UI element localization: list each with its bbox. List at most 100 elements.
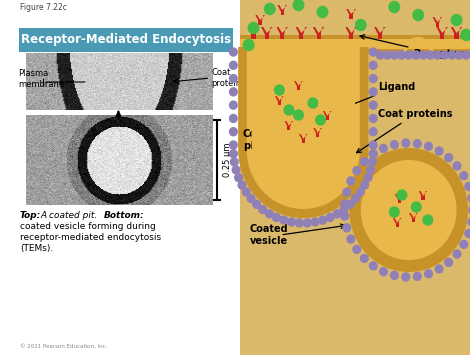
Circle shape [380, 268, 387, 275]
Circle shape [343, 188, 351, 196]
Text: Plasma
membrane: Plasma membrane [18, 69, 64, 89]
Circle shape [352, 195, 359, 202]
Polygon shape [436, 22, 439, 27]
Circle shape [413, 140, 421, 148]
Polygon shape [451, 27, 456, 34]
Circle shape [411, 202, 421, 212]
Circle shape [460, 240, 467, 248]
Circle shape [293, 0, 304, 11]
Circle shape [369, 48, 377, 56]
Polygon shape [296, 27, 301, 34]
Circle shape [232, 166, 240, 174]
Text: (TEMs).: (TEMs). [20, 244, 53, 253]
Polygon shape [349, 14, 353, 19]
Circle shape [264, 4, 275, 15]
Polygon shape [252, 47, 355, 204]
Circle shape [369, 150, 377, 158]
Circle shape [370, 150, 377, 158]
Polygon shape [247, 47, 360, 209]
Circle shape [419, 51, 427, 59]
Circle shape [284, 105, 294, 115]
Polygon shape [438, 17, 442, 23]
Bar [240, 0, 470, 355]
Text: A coated pit.: A coated pit. [41, 211, 104, 220]
Circle shape [229, 128, 237, 136]
Circle shape [462, 51, 470, 59]
Text: © 2011 Pearson Education, Inc.: © 2011 Pearson Education, Inc. [20, 344, 107, 349]
Circle shape [361, 181, 368, 189]
Circle shape [398, 51, 405, 59]
Polygon shape [455, 33, 459, 39]
Circle shape [253, 200, 260, 208]
Polygon shape [421, 196, 425, 200]
Polygon shape [255, 15, 260, 21]
Polygon shape [442, 27, 448, 34]
Circle shape [435, 147, 443, 155]
Circle shape [368, 158, 376, 166]
Polygon shape [346, 27, 351, 34]
Circle shape [441, 51, 448, 59]
Circle shape [265, 210, 273, 218]
Circle shape [311, 218, 319, 226]
Circle shape [341, 212, 348, 220]
Circle shape [461, 29, 472, 40]
Circle shape [369, 114, 377, 122]
Polygon shape [261, 27, 267, 34]
Polygon shape [351, 9, 356, 15]
Text: Coat
proteins: Coat proteins [211, 68, 246, 88]
Polygon shape [403, 37, 434, 53]
Polygon shape [396, 223, 399, 227]
FancyBboxPatch shape [19, 28, 233, 52]
Polygon shape [423, 191, 428, 196]
Circle shape [319, 216, 327, 224]
Circle shape [367, 166, 374, 174]
Circle shape [349, 148, 468, 272]
Circle shape [361, 255, 368, 262]
Circle shape [445, 154, 453, 162]
Polygon shape [282, 27, 288, 34]
Polygon shape [278, 100, 281, 105]
Circle shape [391, 51, 398, 59]
Polygon shape [260, 15, 265, 21]
Circle shape [229, 61, 237, 69]
Circle shape [238, 181, 246, 189]
Text: Coat proteins: Coat proteins [356, 109, 453, 153]
Circle shape [402, 139, 410, 147]
Circle shape [412, 51, 420, 59]
Circle shape [347, 177, 355, 185]
Circle shape [369, 101, 377, 109]
Polygon shape [275, 96, 279, 102]
Polygon shape [287, 126, 291, 130]
Polygon shape [401, 35, 436, 53]
Circle shape [353, 245, 361, 253]
Circle shape [383, 51, 391, 59]
Polygon shape [248, 27, 254, 34]
Text: Figure 7.22c: Figure 7.22c [20, 3, 67, 12]
Polygon shape [437, 27, 442, 34]
Circle shape [413, 272, 421, 280]
Circle shape [229, 88, 237, 96]
Polygon shape [378, 33, 382, 39]
Polygon shape [326, 115, 329, 120]
Circle shape [317, 6, 328, 17]
Circle shape [353, 166, 361, 175]
Polygon shape [265, 33, 269, 39]
Circle shape [469, 206, 474, 214]
Circle shape [425, 142, 432, 150]
Circle shape [469, 206, 474, 214]
Circle shape [369, 61, 377, 69]
Polygon shape [254, 27, 259, 34]
Circle shape [308, 98, 318, 108]
Circle shape [455, 51, 463, 59]
Circle shape [460, 171, 467, 180]
Circle shape [356, 188, 365, 196]
Circle shape [445, 258, 453, 266]
Circle shape [248, 22, 259, 33]
Text: 0.25 µm: 0.25 µm [223, 143, 232, 177]
Circle shape [247, 195, 255, 202]
Polygon shape [313, 27, 319, 34]
Polygon shape [395, 194, 399, 200]
Circle shape [425, 270, 432, 278]
Polygon shape [258, 20, 262, 25]
Polygon shape [412, 218, 415, 222]
